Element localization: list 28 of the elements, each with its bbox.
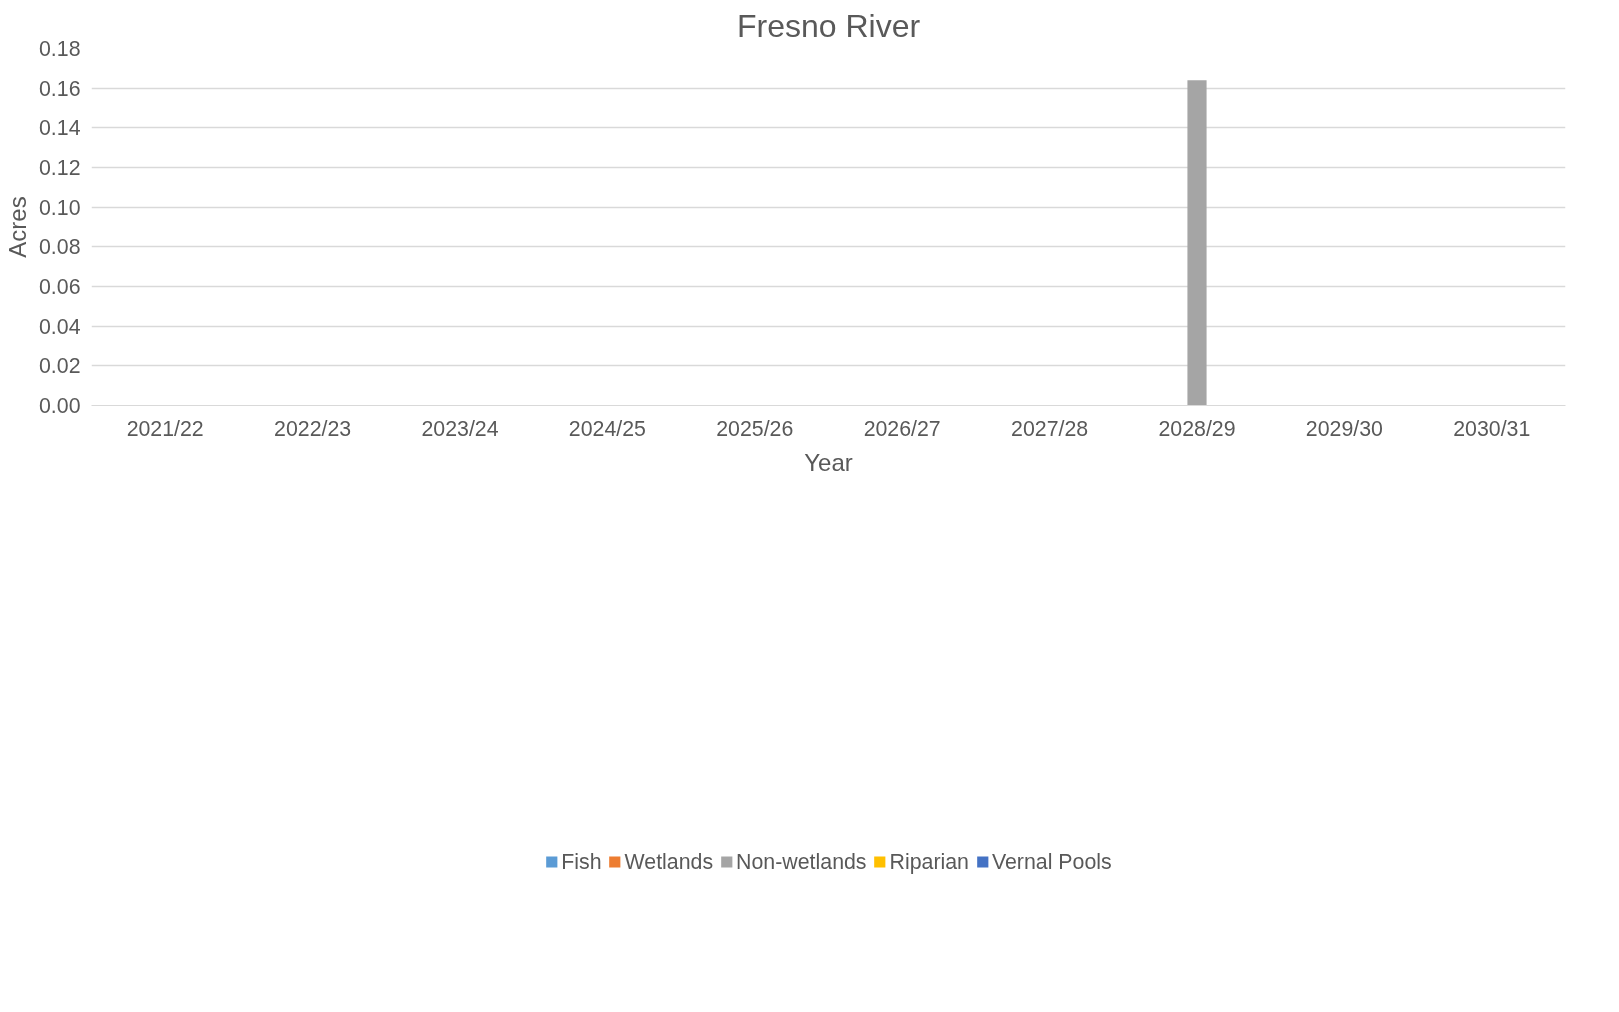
y-tick-label: 0.12	[38, 156, 81, 180]
x-tick-label: 2027/28	[1011, 416, 1089, 441]
x-tick-label: 2030/31	[1453, 416, 1531, 441]
legend-label: Riparian	[889, 849, 969, 875]
x-tick-label: 2024/25	[568, 416, 646, 441]
y-tick-label: 0.18	[38, 37, 81, 61]
legend-label: Fish	[561, 849, 602, 875]
y-tick-label: 0.02	[38, 354, 81, 379]
y-tick-label: 0.06	[38, 275, 81, 299]
y-tick-label: 0.14	[38, 116, 81, 141]
x-tick-label: 2025/26	[716, 416, 794, 441]
y-tick-label: 0.10	[38, 195, 81, 220]
x-axis-title: Year	[804, 448, 853, 476]
legend-label: Vernal Pools	[991, 849, 1112, 875]
x-tick-label: 2023/24	[421, 416, 499, 441]
legend-label: Non-wetlands	[736, 849, 867, 875]
y-tick-label: 0.16	[38, 76, 81, 101]
y-tick-label: 0.08	[38, 235, 81, 260]
y-axis-title: Acres	[3, 196, 31, 258]
y-tick-label: 0.04	[38, 314, 81, 339]
chart-title: Fresno River	[736, 7, 921, 44]
x-tick-label: 2022/23	[274, 416, 352, 441]
x-tick-label: 2026/27	[863, 416, 941, 441]
x-tick-label: 2029/30	[1305, 416, 1384, 441]
x-tick-label: 2028/29	[1158, 416, 1236, 441]
legend-label: Wetlands	[624, 849, 714, 875]
y-tick-label: 0.00	[38, 394, 81, 418]
x-tick-label: 2021/22	[126, 416, 204, 441]
